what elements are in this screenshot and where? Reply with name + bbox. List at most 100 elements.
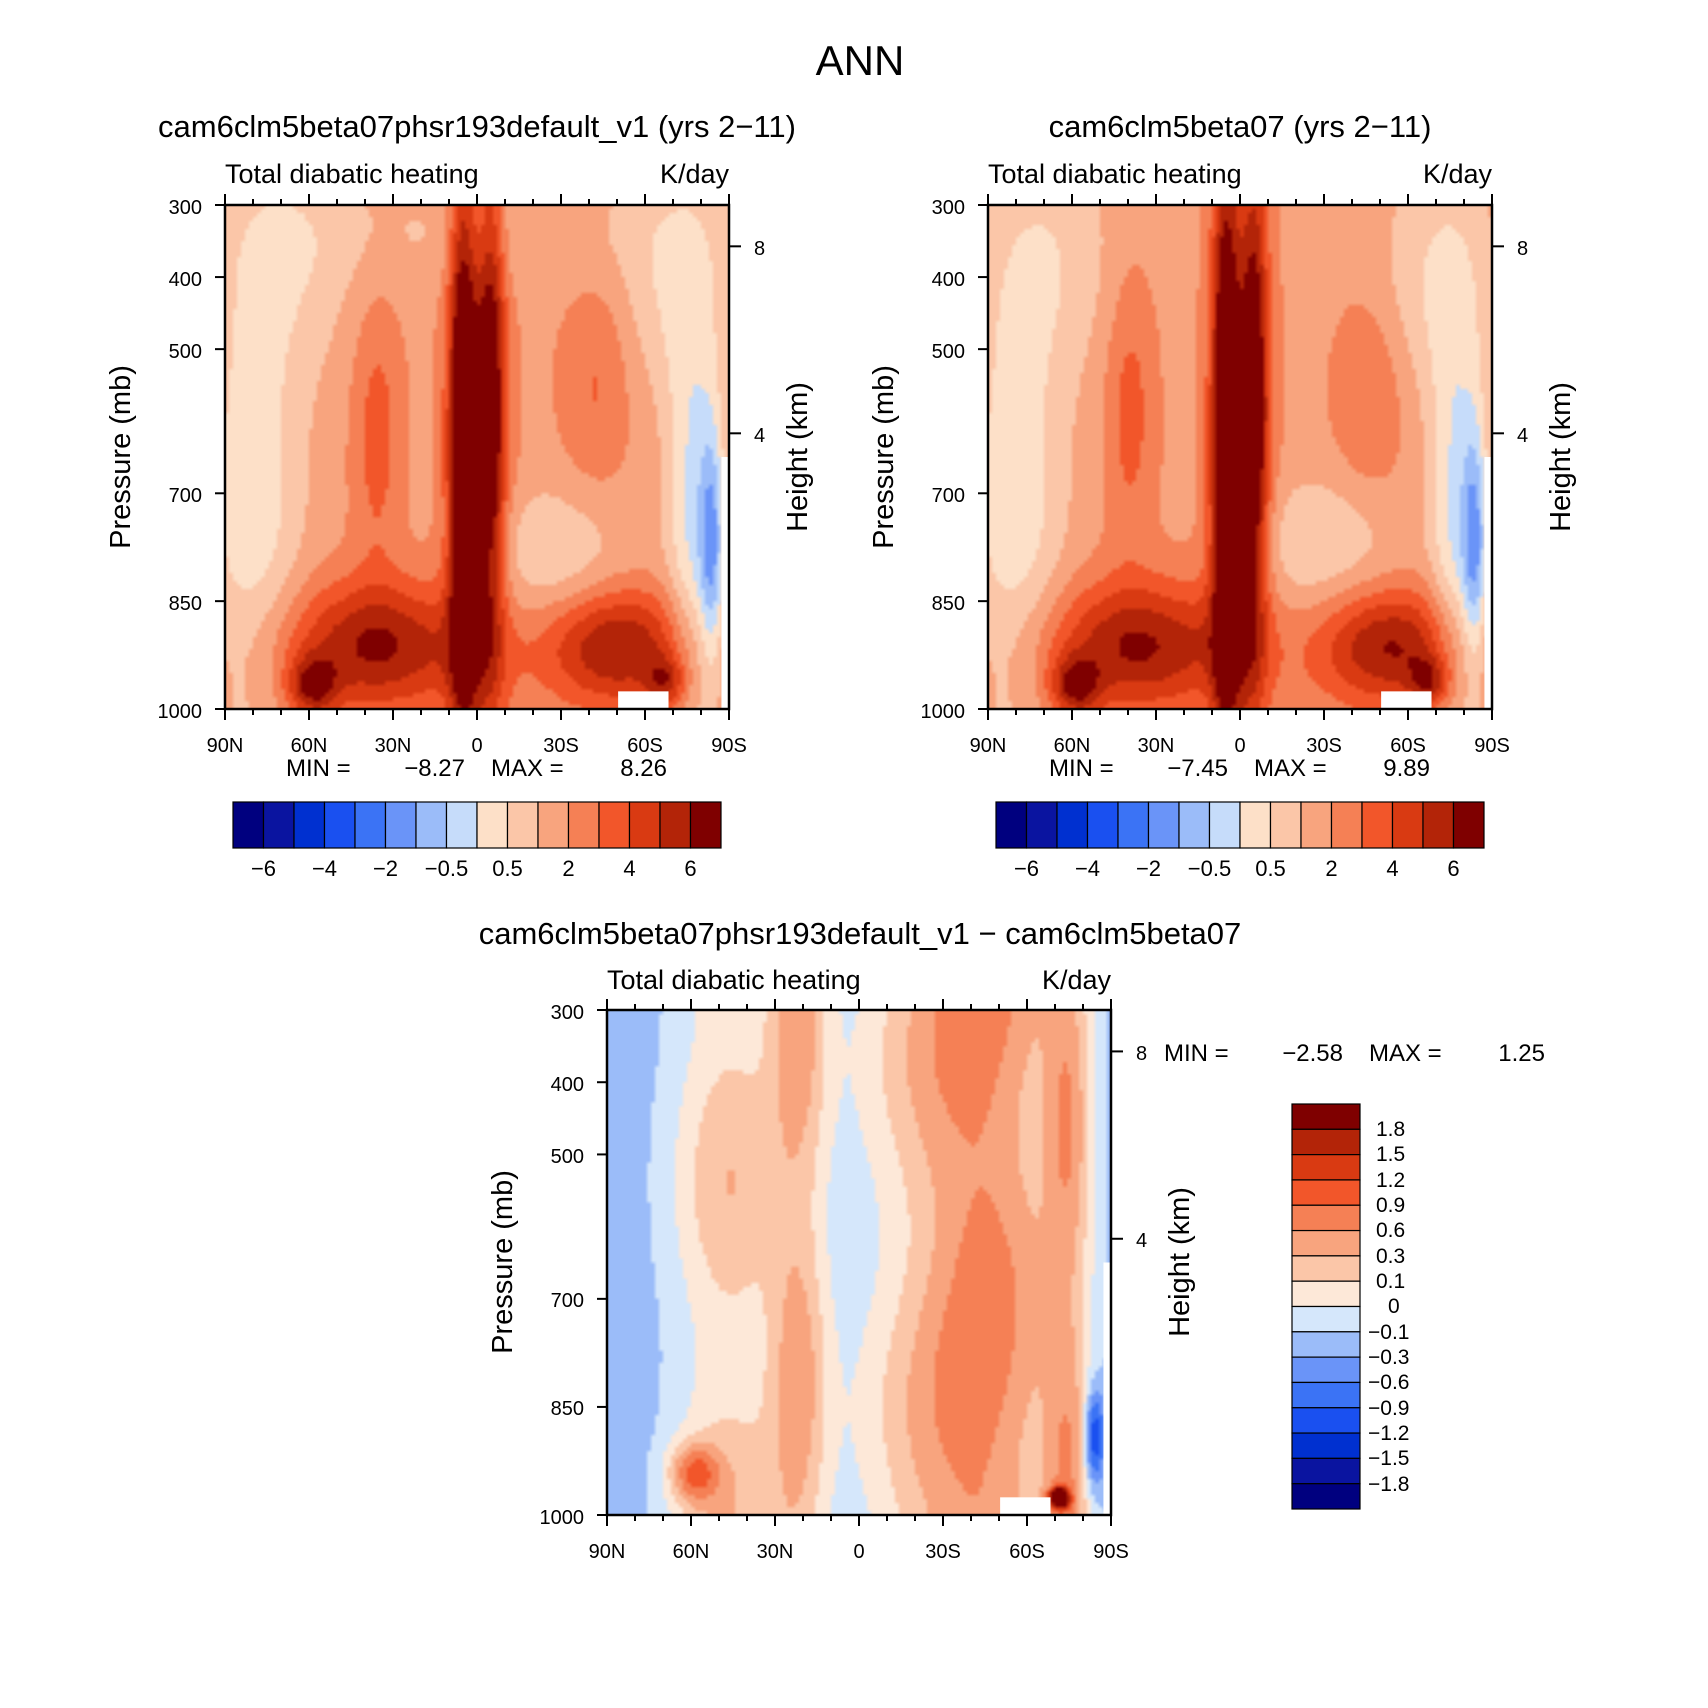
panel-3-ylabel-right: Height (km) bbox=[1164, 1187, 1196, 1337]
colorbar-box bbox=[293, 801, 326, 849]
panel-1-subtitle-right: K/day bbox=[660, 159, 730, 189]
panel-3-min-label: MIN = bbox=[1164, 1040, 1229, 1067]
contour-field bbox=[988, 205, 1492, 709]
colorbar-label: 6 bbox=[684, 856, 696, 881]
y-tick-label: 500 bbox=[551, 1146, 584, 1168]
colorbar-box bbox=[1086, 801, 1119, 849]
colorbar-box bbox=[1147, 801, 1180, 849]
panel-1-min-value: −8.27 bbox=[404, 755, 465, 782]
colorbar-box bbox=[1330, 801, 1363, 849]
colorbar-box bbox=[506, 801, 539, 849]
colorbar-label: −2 bbox=[1136, 856, 1161, 881]
colorbar-box bbox=[1291, 1305, 1361, 1333]
y-tick-label: 1000 bbox=[540, 1507, 585, 1529]
y-tick-label: 500 bbox=[932, 341, 965, 363]
surface-mask bbox=[721, 457, 729, 709]
panel-2-min-value: −7.45 bbox=[1167, 755, 1228, 782]
colorbar-box bbox=[232, 801, 265, 849]
colorbar-label: 2 bbox=[1325, 856, 1337, 881]
colorbar-box bbox=[1452, 801, 1485, 849]
colorbar-label: −0.5 bbox=[1188, 856, 1231, 881]
colorbar-box bbox=[995, 801, 1028, 849]
colorbar-box bbox=[1300, 801, 1333, 849]
panel-3-max-label: MAX = bbox=[1369, 1040, 1442, 1067]
colorbar-box bbox=[1025, 801, 1058, 849]
x-tick-label: 90S bbox=[1474, 735, 1510, 757]
colorbar-label: −0.3 bbox=[1368, 1346, 1409, 1369]
y-right-tick-label: 8 bbox=[1136, 1043, 1147, 1065]
x-tick-label: 60S bbox=[1390, 735, 1426, 757]
colorbar-box bbox=[1208, 801, 1241, 849]
colorbar-box bbox=[1391, 801, 1424, 849]
colorbar-box bbox=[415, 801, 448, 849]
colorbar-label: −6 bbox=[251, 856, 276, 881]
colorbar-label: 1.2 bbox=[1376, 1169, 1405, 1192]
panel-3-subtitle-left: Total diabatic heating bbox=[607, 965, 861, 995]
colorbar-box bbox=[1291, 1356, 1361, 1384]
colorbar-box bbox=[1291, 1255, 1361, 1282]
surface-mask bbox=[1484, 457, 1492, 709]
x-tick-label: 90S bbox=[711, 735, 747, 757]
y-right-tick-label: 4 bbox=[754, 425, 765, 447]
panel-1-colorbar-labels: −6 −4 −2 −0.5 0.5 2 4 6 bbox=[251, 856, 697, 881]
y-tick-label: 400 bbox=[932, 269, 965, 291]
colorbar-box bbox=[354, 801, 387, 849]
colorbar-box bbox=[628, 801, 661, 849]
y-right-tick-label: 4 bbox=[1136, 1230, 1147, 1252]
y-tick-label: 300 bbox=[551, 1002, 584, 1024]
panel-2-title: cam6clm5beta07 (yrs 2−11) bbox=[1049, 109, 1432, 144]
colorbar-label: −1.5 bbox=[1368, 1447, 1409, 1470]
colorbar-label: 0.6 bbox=[1376, 1219, 1405, 1242]
y-right-tick-label: 8 bbox=[1517, 238, 1528, 260]
panel-2: cam6clm5beta07 (yrs 2−11) Total diabatic… bbox=[868, 109, 1577, 881]
panel-1-y-ticks: 300 400 500 700 850 1000 bbox=[158, 197, 203, 723]
colorbar-label: 0.1 bbox=[1376, 1270, 1405, 1293]
colorbar-box bbox=[445, 801, 478, 849]
y-tick-label: 850 bbox=[932, 593, 965, 615]
colorbar-label: −0.5 bbox=[425, 856, 468, 881]
colorbar-box bbox=[1291, 1381, 1361, 1409]
surface-mask bbox=[1103, 1262, 1111, 1515]
x-tick-label: 30S bbox=[925, 1541, 961, 1563]
panel-2-colorbar bbox=[995, 801, 1485, 849]
panel-3-min-value: −2.58 bbox=[1282, 1040, 1343, 1067]
y-tick-label: 1000 bbox=[921, 701, 966, 723]
panel-1-plot-area bbox=[215, 194, 741, 720]
panel-3-y-ticks: 300 400 500 700 850 1000 bbox=[540, 1002, 585, 1529]
panel-1-max-label: MAX = bbox=[491, 755, 564, 782]
x-tick-label: 90N bbox=[207, 735, 244, 757]
x-tick-label: 0 bbox=[471, 735, 482, 757]
y-tick-label: 400 bbox=[169, 269, 202, 291]
colorbar-label: 0.5 bbox=[492, 856, 523, 881]
colorbar-box bbox=[1117, 801, 1150, 849]
y-tick-label: 300 bbox=[169, 197, 202, 219]
y-tick-label: 700 bbox=[169, 485, 202, 507]
figure-title: ANN bbox=[816, 37, 905, 84]
colorbar-box bbox=[476, 801, 509, 849]
colorbar-box bbox=[1291, 1154, 1361, 1181]
x-tick-label: 90N bbox=[589, 1541, 626, 1563]
y-tick-label: 850 bbox=[169, 593, 202, 615]
colorbar-label: 0.5 bbox=[1255, 856, 1286, 881]
colorbar-label: −2 bbox=[373, 856, 398, 881]
panel-3-subtitle-right: K/day bbox=[1042, 965, 1112, 995]
panel-2-ylabel-right: Height (km) bbox=[1545, 382, 1577, 532]
panel-2-subtitle-right: K/day bbox=[1423, 159, 1493, 189]
colorbar-box bbox=[1291, 1280, 1361, 1308]
colorbar-box bbox=[384, 801, 417, 849]
panel-3-title: cam6clm5beta07phsr193default_v1 − cam6cl… bbox=[479, 916, 1242, 951]
colorbar-box bbox=[659, 801, 692, 849]
panel-2-subtitle-left: Total diabatic heating bbox=[988, 159, 1242, 189]
colorbar-box bbox=[567, 801, 600, 849]
colorbar-box bbox=[1291, 1103, 1361, 1130]
colorbar-label: 6 bbox=[1447, 856, 1459, 881]
colorbar-box bbox=[1291, 1331, 1361, 1358]
colorbar-label: −0.6 bbox=[1368, 1371, 1409, 1394]
x-tick-label: 60N bbox=[1054, 735, 1091, 757]
colorbar-box bbox=[1291, 1483, 1361, 1510]
x-tick-label: 60S bbox=[627, 735, 663, 757]
x-tick-label: 60S bbox=[1009, 1541, 1045, 1563]
contour-field bbox=[607, 1010, 1111, 1515]
panel-1-x-ticks: 90N 60N 30N 0 30S 60S 90S bbox=[207, 735, 747, 757]
panel-1-title: cam6clm5beta07phsr193default_v1 (yrs 2−1… bbox=[158, 109, 796, 144]
